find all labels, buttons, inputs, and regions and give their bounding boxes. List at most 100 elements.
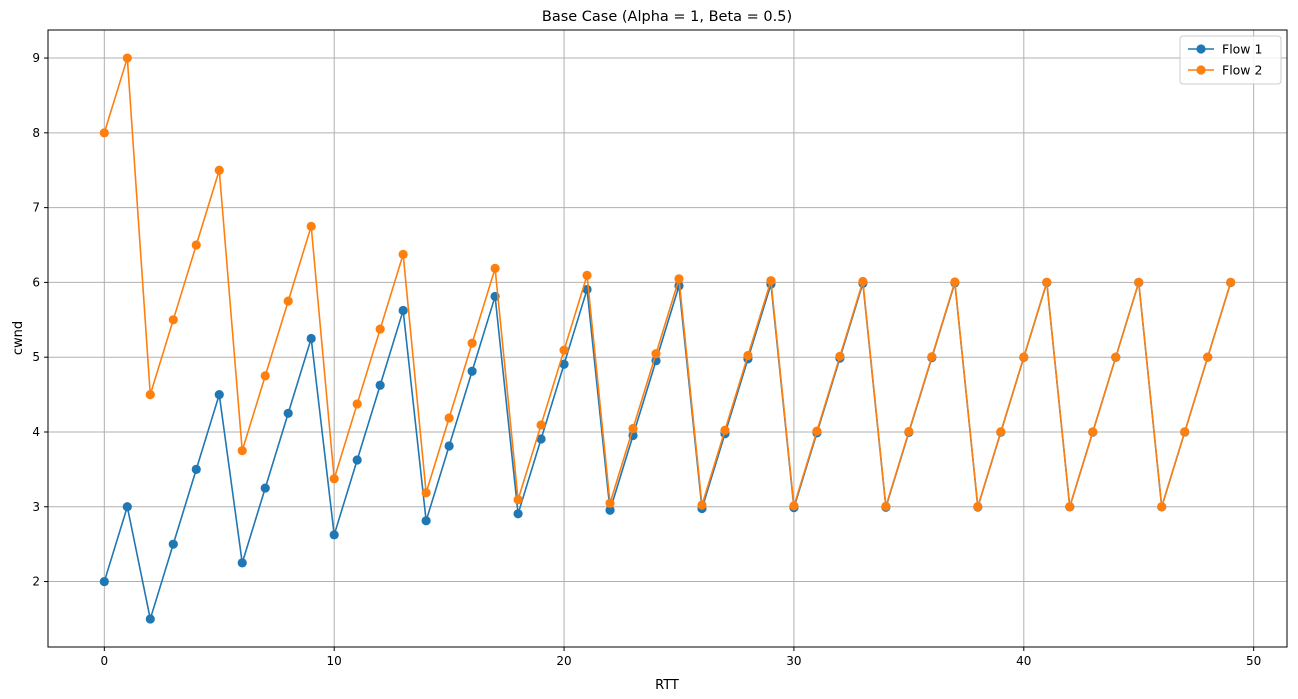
legend-marker xyxy=(1196,44,1206,54)
grid xyxy=(48,30,1287,647)
y-tick-label: 8 xyxy=(32,126,40,140)
data-point xyxy=(260,371,270,381)
data-point xyxy=(421,488,431,498)
legend-item: Flow 2 xyxy=(1188,63,1262,78)
x-axis-label: RTT xyxy=(655,678,679,693)
data-point xyxy=(352,455,362,465)
y-tick-label: 6 xyxy=(32,275,40,289)
data-point xyxy=(145,389,155,400)
data-point xyxy=(168,315,178,325)
data-point xyxy=(467,338,477,348)
data-point xyxy=(582,270,592,280)
data-point xyxy=(651,349,661,359)
data-point xyxy=(329,530,339,540)
x-tick-label: 40 xyxy=(1016,654,1031,668)
ticks: 0 10 20 30 40 50 2 3 4 5 6 7 8 9 xyxy=(32,51,1261,668)
data-point xyxy=(1157,502,1167,512)
data-point xyxy=(122,502,132,512)
data-point xyxy=(398,305,408,316)
data-point xyxy=(260,483,270,493)
data-point xyxy=(1065,502,1075,512)
data-point xyxy=(490,263,500,273)
data-point xyxy=(674,274,684,284)
data-point xyxy=(513,495,523,505)
data-point xyxy=(398,249,408,259)
data-point xyxy=(1042,277,1052,287)
data-point xyxy=(444,441,454,451)
data-point xyxy=(858,276,868,287)
data-point xyxy=(1019,352,1029,362)
series-1 xyxy=(99,277,1236,624)
y-tick-label: 7 xyxy=(32,201,40,215)
data-point xyxy=(513,509,523,519)
legend-item: Flow 1 xyxy=(1188,42,1262,57)
x-tick-label: 50 xyxy=(1246,654,1261,668)
series-2 xyxy=(99,53,1236,512)
data-point xyxy=(881,501,891,511)
data-point xyxy=(950,277,960,287)
data-point xyxy=(122,53,132,63)
legend: Flow 1 Flow 2 xyxy=(1179,35,1282,85)
data-point xyxy=(1180,427,1190,437)
data-point xyxy=(421,516,431,526)
data-point xyxy=(191,240,201,250)
data-point xyxy=(1088,427,1098,437)
data-point xyxy=(329,474,339,484)
data-point xyxy=(283,296,293,306)
data-point xyxy=(697,500,707,510)
data-point xyxy=(1134,277,1144,287)
data-point xyxy=(306,333,316,344)
data-point xyxy=(973,501,983,512)
data-point xyxy=(168,539,178,549)
data-point xyxy=(605,498,615,508)
y-axis-label: cwnd xyxy=(11,321,26,355)
data-point xyxy=(904,426,914,437)
data-point xyxy=(306,221,316,231)
data-point xyxy=(214,165,224,175)
y-tick-label: 3 xyxy=(32,500,40,514)
data-point xyxy=(99,576,109,587)
legend-marker xyxy=(1196,65,1206,75)
data-point xyxy=(812,426,822,436)
data-point xyxy=(628,423,638,434)
x-tick-label: 30 xyxy=(786,654,801,668)
data-point xyxy=(237,558,247,568)
data-point xyxy=(789,501,799,511)
y-tick-label: 5 xyxy=(32,350,40,364)
data-point xyxy=(352,399,362,409)
plot-frame xyxy=(47,29,1288,648)
data-point xyxy=(605,505,615,515)
data-point xyxy=(996,427,1006,437)
data-point xyxy=(743,350,753,361)
data-point xyxy=(191,464,201,474)
data-point xyxy=(536,434,546,444)
data-point xyxy=(99,128,109,138)
data-point xyxy=(375,380,385,390)
x-tick-label: 20 xyxy=(556,654,571,668)
y-tick-label: 4 xyxy=(32,425,40,439)
data-point xyxy=(720,425,730,435)
data-point xyxy=(145,614,155,624)
data-point xyxy=(1111,352,1121,362)
data-point xyxy=(559,359,569,369)
data-point xyxy=(214,389,224,400)
data-point xyxy=(927,352,937,362)
series-line xyxy=(103,282,1232,620)
data-point xyxy=(444,413,454,423)
data-point xyxy=(766,276,776,286)
y-tick-label: 2 xyxy=(32,575,40,589)
data-point xyxy=(536,420,546,430)
legend-label: Flow 2 xyxy=(1222,63,1262,78)
legend-label: Flow 1 xyxy=(1222,42,1262,57)
data-point xyxy=(1226,277,1236,287)
data-point xyxy=(835,351,845,361)
data-point xyxy=(283,408,293,418)
data-point xyxy=(467,366,477,376)
x-tick-label: 10 xyxy=(327,654,342,668)
y-tick-label: 9 xyxy=(32,51,40,65)
chart-title: Base Case (Alpha = 1, Beta = 0.5) xyxy=(542,9,792,25)
series-layer xyxy=(99,53,1236,624)
data-point xyxy=(1203,352,1213,362)
data-point xyxy=(375,324,385,334)
